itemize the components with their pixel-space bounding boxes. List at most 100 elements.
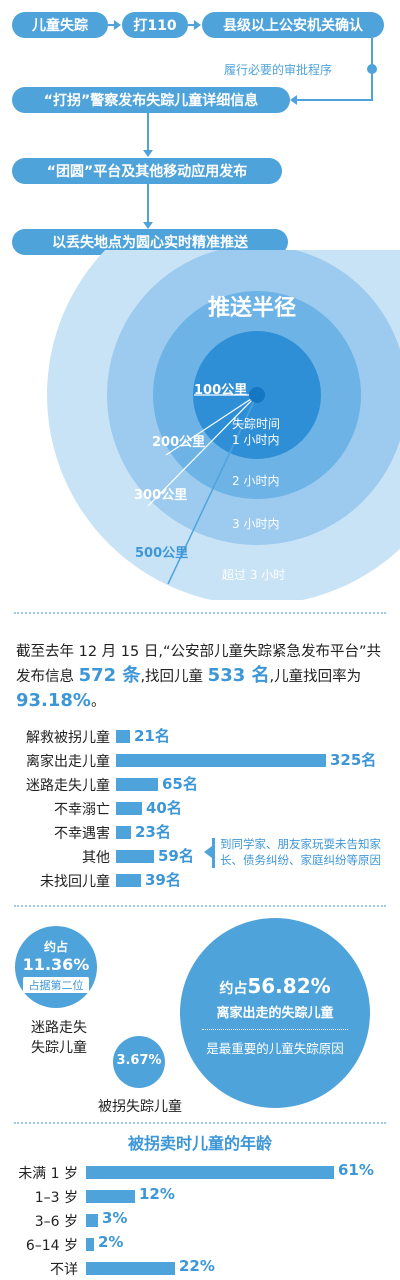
age-bar (86, 1166, 334, 1179)
age-category-label: 6–14 岁 (25, 1238, 78, 1254)
flow-step-platform-publish-label: “团圆”平台及其他移动应用发布 (46, 164, 248, 180)
age-category-label: 不详 (50, 1262, 78, 1278)
outcome-value-label: 39名 (145, 871, 181, 889)
outcome-bar (116, 754, 326, 767)
bubble-trafficked-share: 3.67% (113, 1036, 165, 1088)
age-category-label: 1–3 岁 (34, 1190, 78, 1206)
outcome-bar (116, 874, 141, 887)
age-chart-title: 被拐卖时儿童的年龄 (127, 1134, 272, 1153)
outcome-value-label: 59名 (158, 847, 194, 865)
flow-arrow-icon (114, 20, 121, 30)
radius-label-100km: 100公里 (194, 383, 248, 398)
age-bar-chart: 未满 1 岁 61% 1–3 岁 12% 3–6 岁 3% 6–14 岁 2% … (0, 1156, 400, 1280)
age-value-label: 22% (179, 1257, 215, 1275)
outcome-category-label: 解救被拐儿童 (26, 730, 110, 746)
bubble-lost-rank: 占据第二位 (23, 977, 89, 993)
outcome-category-label: 不幸遇害 (54, 826, 110, 842)
age-bar (86, 1214, 98, 1227)
radius-diagram (47, 250, 400, 600)
bubble-runaway-headline: 约占56.82% (180, 974, 370, 998)
age-bar (86, 1238, 94, 1251)
center-point-icon (249, 387, 265, 403)
bubble-runaway-value: 56.82% (247, 974, 331, 998)
other-reasons-annotation: 到同学家、朋友家玩耍未告知家长、债务纠纷、家庭纠纷等原因 (220, 837, 381, 867)
radius-label-500km: 500公里 (135, 546, 189, 561)
section-divider (14, 1122, 386, 1124)
found-count: 533 名 (207, 665, 270, 686)
outcome-bar (116, 730, 130, 743)
outcome-category-label: 其他 (82, 850, 110, 866)
flow-arrow-icon (290, 95, 297, 105)
intro-text: ,找回儿童 (140, 669, 208, 685)
flow-step-police-publish: “打拐”警察发布失踪儿童详细信息 (12, 87, 290, 113)
outcome-bar-chart: 解救被拐儿童 21名 离家出走儿童 325名 迷路走失儿童 65名 不幸溺亡 4… (0, 720, 400, 890)
section-divider (14, 905, 386, 907)
annotation-bracket (212, 838, 215, 868)
outcome-bar (116, 826, 131, 839)
flow-connector (188, 24, 196, 26)
intro-text: 截至去年 12 月 15 日,“公安部儿童失踪紧急发布平台”共发布信息 (16, 644, 381, 685)
flow-step-precise-push-label: 以丢失地点为圆心实时精准推送 (52, 235, 248, 251)
bubble-trafficked-caption: 被拐失踪儿童 (98, 1099, 182, 1115)
section-divider (14, 612, 386, 614)
time-label-1h: 1 小时内 (232, 433, 280, 447)
bubble-lost-prefix: 约占 (43, 940, 68, 954)
flow-arrow-icon (143, 150, 153, 157)
outcome-category-label: 离家出走儿童 (26, 754, 110, 770)
radius-line-200km (165, 394, 258, 456)
radius-label-300km: 300公里 (134, 488, 188, 503)
radius-diagram-title: 推送半径 (208, 296, 297, 321)
flow-connector (147, 113, 149, 151)
age-category-label: 3–6 岁 (34, 1214, 78, 1230)
outcome-value-label: 21名 (134, 727, 170, 745)
outcome-bar (116, 778, 158, 791)
outcome-value-label: 325名 (330, 751, 377, 769)
radius-line-300km (147, 394, 258, 507)
info-count: 572 条 (78, 665, 141, 686)
flow-connector (147, 184, 149, 223)
flow-step-police-publish-label: “打拐”警察发布失踪儿童详细信息 (43, 93, 259, 109)
flow-connector (108, 24, 116, 26)
flow-arrow-icon (143, 222, 153, 229)
time-label-over-3h: 超过 3 小时 (222, 568, 286, 582)
bubble-runaway-divider (202, 1029, 348, 1030)
outcome-value-label: 65名 (162, 775, 198, 793)
annotation-pointer-icon (204, 846, 212, 858)
bubble-lost-caption-line1: 迷路走失 (31, 1020, 87, 1036)
flow-step-call-110: 打110 (122, 12, 188, 38)
age-value-label: 12% (139, 1185, 175, 1203)
flow-step-missing-label: 儿童失踪 (32, 18, 88, 34)
outcome-category-label: 未找回儿童 (40, 874, 110, 890)
age-value-label: 2% (98, 1233, 124, 1251)
bubble-runaway-share: 约占56.82% 离家出走的失踪儿童 是最重要的儿童失踪原因 (180, 918, 370, 1108)
recovery-rate: 93.18% (16, 690, 91, 711)
intro-text: ,儿童找回率为 (269, 669, 362, 685)
bubble-lost-value: 11.36% (22, 955, 90, 974)
flow-connector (296, 99, 373, 101)
flow-step-missing: 儿童失踪 (12, 12, 108, 38)
bubble-lost-caption-line2: 失踪儿童 (31, 1040, 87, 1056)
flow-step-platform-publish: “团圆”平台及其他移动应用发布 (12, 158, 282, 184)
approval-note: 履行必要的审批程序 (224, 63, 333, 77)
intro-text: 。 (90, 694, 106, 710)
intro-paragraph: 截至去年 12 月 15 日,“公安部儿童失踪紧急发布平台”共发布信息 572 … (16, 640, 386, 714)
outcome-bar (116, 802, 142, 815)
bubble-trafficked-value: 3.67% (116, 1053, 162, 1068)
time-label-3h: 3 小时内 (232, 517, 280, 531)
flow-step-call-110-label: 打110 (133, 18, 177, 34)
age-category-label: 未满 1 岁 (18, 1166, 78, 1182)
bubble-runaway-prefix: 约占 (219, 981, 248, 997)
outcome-category-label: 迷路走失儿童 (26, 778, 110, 794)
time-label-2h: 2 小时内 (232, 474, 280, 488)
bubble-runaway-line3: 是最重要的儿童失踪原因 (206, 1041, 344, 1056)
bubble-lost-share: 约占 11.36% 占据第二位 (15, 926, 97, 1008)
time-label-heading: 失踪时间 (232, 417, 281, 431)
outcome-category-label: 不幸溺亡 (54, 802, 110, 818)
approval-dot-icon (367, 64, 377, 74)
flow-arrow-icon (194, 20, 201, 30)
bubble-lost-caption: 迷路走失 失踪儿童 (14, 1018, 104, 1058)
flow-step-confirm: 县级以上公安机关确认 (202, 12, 384, 38)
bubble-runaway-line2: 离家出走的失踪儿童 (216, 1006, 334, 1021)
radius-label-200km: 200公里 (152, 435, 206, 450)
age-bar (86, 1262, 175, 1275)
